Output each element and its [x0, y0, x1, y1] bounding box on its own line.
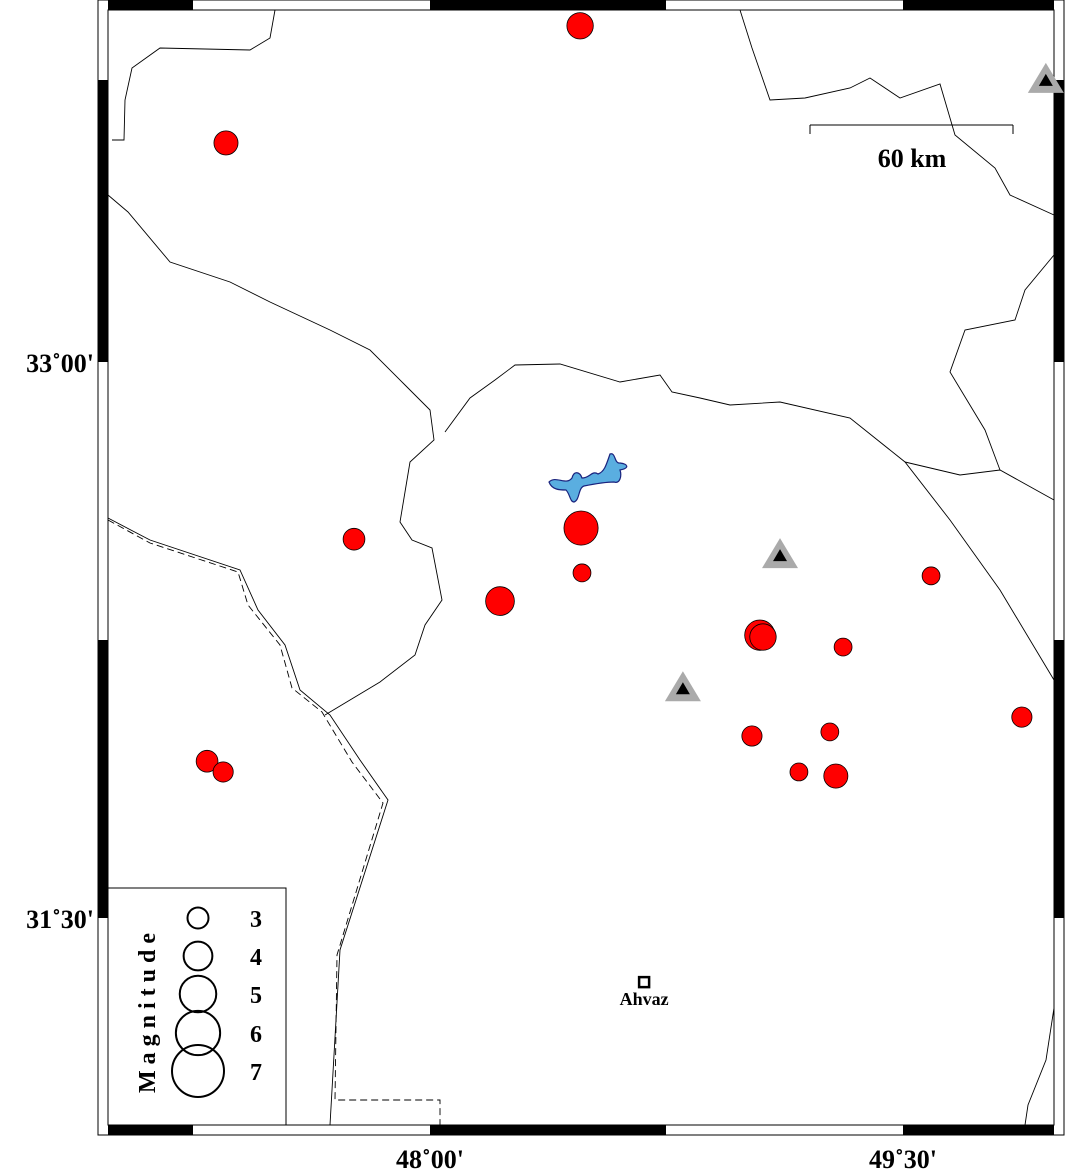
seismic-station-triangle-icon — [664, 671, 701, 702]
longitude-tick-label: 49˚30' — [869, 1145, 937, 1174]
latitude-tick-label: 33˚00' — [26, 349, 94, 378]
earthquake-marker — [741, 725, 763, 747]
legend-circle — [178, 974, 218, 1014]
legend-label: 7 — [250, 1060, 262, 1086]
latitude-tick-label: 31˚30' — [26, 905, 94, 934]
legend-circle — [182, 940, 214, 972]
seismic-station-triangle-icon — [1027, 62, 1064, 93]
city-square-icon — [637, 975, 651, 989]
seismic-station-triangle-icon — [762, 538, 799, 569]
legend-circle — [186, 906, 210, 930]
city-label: Ahvaz — [620, 989, 669, 1009]
earthquake-marker — [833, 637, 853, 657]
river-south — [107, 517, 389, 1126]
earthquake-marker — [213, 130, 239, 156]
river-north-west — [112, 9, 276, 141]
city-layer: Ahvaz — [620, 975, 669, 1009]
border-south-east — [1024, 1007, 1055, 1126]
earthquake-marker — [823, 763, 849, 789]
earthquake-marker — [921, 566, 941, 586]
earthquake-marker — [485, 586, 515, 616]
earthquake-marker — [195, 749, 219, 773]
magnitude-legend: Magnitude 3 4 5 6 7 — [107, 887, 287, 1126]
province-border-north — [444, 363, 1055, 681]
legend-circle — [174, 1009, 222, 1057]
legend-label: 6 — [250, 1022, 262, 1048]
earthquake-layer — [195, 12, 1033, 789]
scale-bar — [809, 124, 1014, 134]
station-layer — [664, 62, 1064, 702]
legend-label: 5 — [250, 983, 262, 1009]
country-border — [107, 519, 441, 1125]
earthquake-marker — [572, 563, 592, 583]
border-north-east — [739, 9, 1055, 216]
earthquake-marker — [566, 12, 594, 40]
legend-label: 4 — [250, 945, 262, 971]
scale-bar-label: 60 km — [878, 144, 947, 173]
tick-labels: 48˚00' 49˚30' 33˚00' 31˚30' — [26, 349, 937, 1174]
earthquake-marker — [789, 762, 809, 782]
earthquake-marker — [342, 527, 366, 551]
earthquake-marker — [212, 761, 234, 783]
boundaries — [107, 9, 1055, 1126]
province-border-west — [107, 194, 443, 716]
earthquake-marker — [1011, 706, 1033, 728]
longitude-tick-label: 48˚00' — [396, 1145, 464, 1174]
earthquake-marker — [563, 510, 599, 546]
border-east-1 — [904, 461, 1055, 501]
legend-title: Magnitude — [135, 927, 161, 1093]
border-east-2 — [949, 254, 1055, 471]
legend-circle — [171, 1044, 225, 1098]
earthquake-marker — [749, 623, 777, 651]
lake — [548, 453, 628, 503]
legend-label: 3 — [250, 907, 262, 933]
earthquake-marker — [820, 722, 840, 742]
